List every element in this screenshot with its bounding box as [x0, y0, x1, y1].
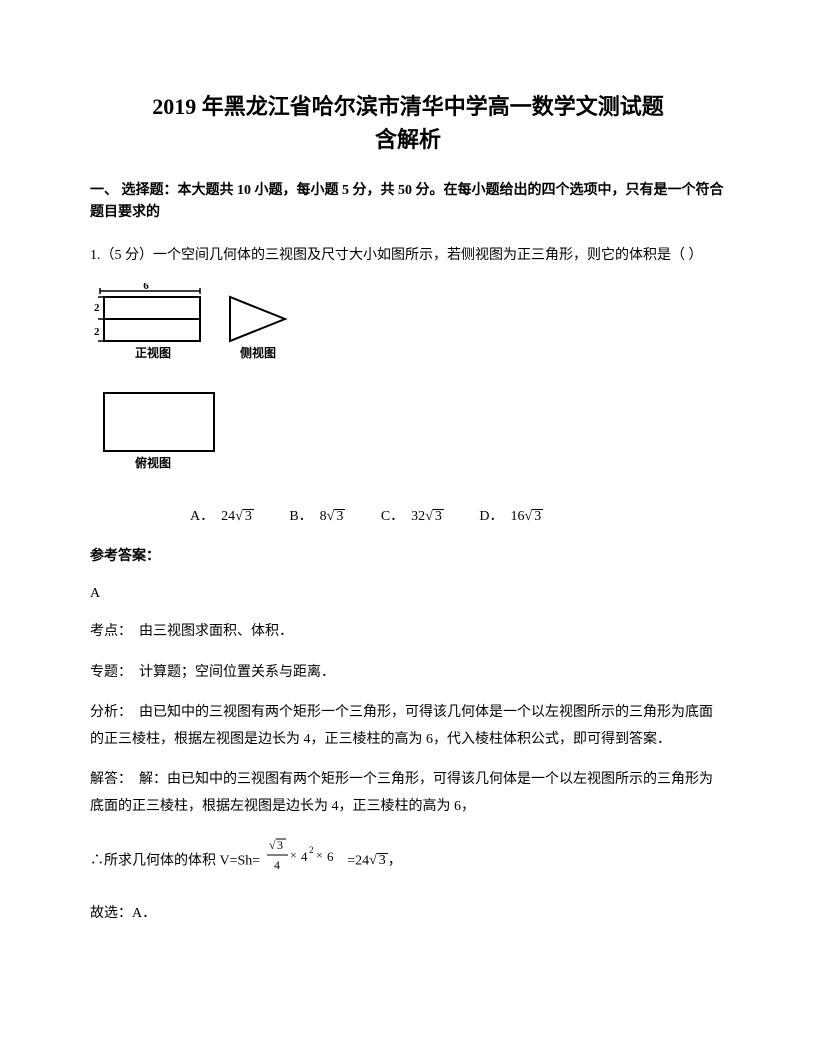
section-heading: 一、 选择题：本大题共 10 小题，每小题 5 分，共 50 分。在每小题给出的…: [90, 180, 726, 225]
svg-text:2: 2: [309, 845, 314, 855]
volume-formula: ∴所求几何体的体积 V=Sh= √ 3 4 × 4 2 × 6 =24√3，: [90, 835, 726, 888]
title-line-2: 含解析: [375, 127, 441, 152]
dim-2a: 2: [94, 302, 100, 314]
kaodian: 考点： 由三视图求面积、体积．: [90, 619, 726, 646]
svg-text:3: 3: [277, 838, 283, 852]
formula-prefix: ∴所求几何体的体积 V=Sh=: [90, 853, 260, 868]
jieda: 解答： 解：由已知中的三视图有两个矩形一个三角形，可得该几何体是一个以左视图所示…: [90, 767, 726, 820]
option-c: C． 32√3: [381, 509, 444, 524]
side-view: 侧视图: [230, 297, 285, 360]
svg-text:4: 4: [301, 849, 308, 864]
svg-text:6: 6: [327, 849, 334, 864]
exam-title: 2019 年黑龙江省哈尔滨市清华中学高一数学文测试题 含解析: [90, 90, 726, 156]
option-d: D． 16√3: [479, 509, 543, 524]
options-row: A． 24√3 B． 8√3 C． 32√3 D． 16√3: [90, 506, 726, 528]
side-view-label: 侧视图: [240, 345, 276, 360]
dim-2b: 2: [94, 326, 100, 338]
svg-text:×: ×: [290, 848, 297, 862]
zhuanti: 专题： 计算题；空间位置关系与距离．: [90, 660, 726, 687]
front-view: 6 2 2 正视图: [94, 283, 200, 360]
formula-end: ，: [388, 853, 402, 868]
three-view-diagram: 6 2 2 正视图 侧视图 俯视图: [90, 283, 726, 491]
svg-text:×: ×: [316, 848, 323, 862]
dim-6: 6: [143, 283, 149, 292]
option-a: A． 24√3: [190, 509, 254, 524]
fenxi: 分析： 由已知中的三视图有两个矩形一个三角形，可得该几何体是一个以左视图所示的三…: [90, 700, 726, 753]
top-view-label: 俯视图: [135, 455, 171, 470]
front-view-label: 正视图: [135, 345, 171, 360]
diagram-svg: 6 2 2 正视图 侧视图 俯视图: [90, 283, 310, 483]
sqrt3-result: √3: [369, 853, 388, 868]
top-view: 俯视图: [104, 393, 214, 470]
option-b: B． 8√3: [289, 509, 345, 524]
guxuan: 故选：A．: [90, 901, 726, 928]
answer-label: 参考答案：: [90, 546, 726, 568]
formula-image: √ 3 4 × 4 2 × 6: [264, 835, 344, 888]
svg-text:√: √: [269, 838, 276, 852]
svg-text:4: 4: [274, 858, 280, 872]
answer-letter: A: [90, 583, 726, 605]
formula-suffix: =24: [347, 853, 369, 868]
title-line-1: 2019 年黑龙江省哈尔滨市清华中学高一数学文测试题: [152, 94, 664, 119]
question-1-stem: 1.（5 分）一个空间几何体的三视图及尺寸大小如图所示，若侧视图为正三角形，则它…: [90, 243, 726, 270]
